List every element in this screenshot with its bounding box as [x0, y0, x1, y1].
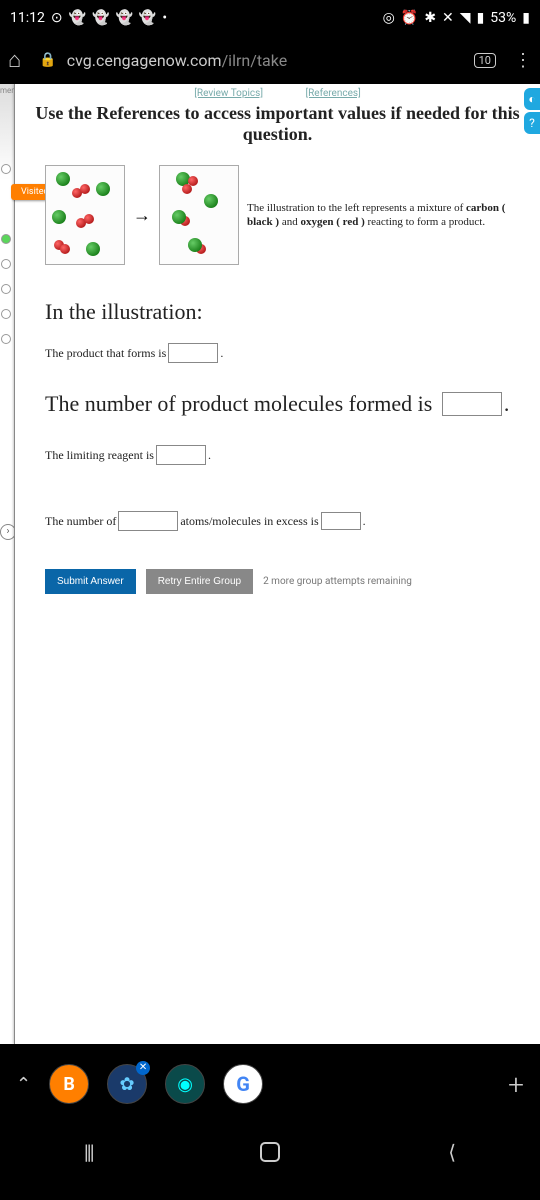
chevron-up-icon[interactable]: ⌃: [16, 1074, 31, 1095]
excess-count-input[interactable]: [321, 512, 361, 530]
status-time: 11:12: [10, 10, 45, 26]
reactants-box: [45, 165, 125, 265]
product-input[interactable]: [168, 343, 218, 363]
side-tools: ◐ ?: [524, 88, 540, 136]
limiting-input[interactable]: [156, 445, 206, 465]
signal-icon: ▮: [477, 10, 485, 26]
battery-icon: ▮: [522, 10, 530, 26]
url-host: cvg.cengagenow.com: [67, 51, 222, 70]
references-link[interactable]: [References]: [305, 88, 360, 99]
snapchat-icon: 👻: [139, 10, 156, 26]
tab-count[interactable]: 10: [474, 53, 496, 68]
notification-icon: ⊙: [51, 10, 63, 26]
recents-button[interactable]: |||: [84, 1140, 93, 1164]
alarm-icon: ⏰: [401, 10, 418, 26]
url-bar[interactable]: cvg.cengagenow.com/ilrn/take: [67, 51, 287, 70]
chat-icon[interactable]: ◐: [524, 88, 540, 110]
excess-species-input[interactable]: [118, 511, 178, 531]
molecule-illustration-row: → The illustration to the left represent…: [15, 155, 540, 285]
question-limiting: The limiting reagent is .: [15, 437, 540, 473]
page-edge-strip: ment: [0, 84, 14, 1044]
add-app-button[interactable]: +: [508, 1068, 524, 1101]
question-excess: The number of atoms/molecules in excess …: [15, 503, 540, 539]
wifi-icon: ◥: [460, 10, 471, 26]
app-google[interactable]: G: [223, 1064, 263, 1104]
back-button[interactable]: ⟨: [448, 1140, 456, 1164]
app-dock: ⌃ B ✿✕ ◉ G +: [0, 1044, 540, 1124]
snapchat-icon: 👻: [115, 10, 132, 26]
top-links: [Review Topics] [References]: [15, 88, 540, 99]
button-row: Submit Answer Retry Entire Group 2 more …: [15, 539, 540, 624]
submit-button[interactable]: Submit Answer: [45, 569, 136, 594]
snapchat-icon: 👻: [92, 10, 109, 26]
battery-text: 53%: [490, 10, 516, 26]
app-settings[interactable]: ◉: [165, 1064, 205, 1104]
close-badge-icon[interactable]: ✕: [136, 1061, 150, 1075]
app-brave[interactable]: B: [49, 1064, 89, 1104]
section-title: In the illustration:: [15, 285, 540, 335]
review-topics-link[interactable]: [Review Topics]: [194, 88, 263, 99]
snapchat-icon: 👻: [69, 10, 86, 26]
attempts-text: 2 more group attempts remaining: [263, 576, 412, 587]
menu-dots-icon[interactable]: ⋮: [514, 50, 532, 71]
bluetooth-icon: ✱: [424, 10, 436, 26]
molecule-caption: The illustration to the left represents …: [247, 201, 520, 230]
count-input[interactable]: [442, 392, 502, 416]
retry-button[interactable]: Retry Entire Group: [146, 569, 253, 594]
instructions-text: Use the References to access important v…: [15, 99, 540, 155]
url-path: /ilrn/take: [222, 51, 288, 70]
products-box: [159, 165, 239, 265]
reaction-arrow-icon: →: [133, 205, 151, 226]
help-icon[interactable]: ?: [524, 112, 540, 134]
page-content: ment › ◐ ? [Review Topics] [References] …: [0, 84, 540, 1044]
app-gallery[interactable]: ✿✕: [107, 1064, 147, 1104]
home-icon[interactable]: ⌂: [8, 47, 21, 73]
home-button[interactable]: [260, 1142, 280, 1162]
system-nav-bar: ||| ⟨: [0, 1124, 540, 1180]
question-count: The number of product molecules formed i…: [15, 371, 540, 437]
nfc-icon: ◎: [383, 10, 395, 26]
status-bar: 11:12 ⊙ 👻 👻 👻 👻 • ◎ ⏰ ✱ ✕ ◥ ▮ 53% ▮: [0, 0, 540, 36]
more-notifications-dot: •: [162, 10, 167, 26]
lock-icon: 🔒: [39, 52, 56, 68]
browser-bar: ⌂ 🔒 cvg.cengagenow.com/ilrn/take 10 ⋮: [0, 36, 540, 84]
vibrate-icon: ✕: [442, 10, 454, 26]
question-product: The product that forms is .: [15, 335, 540, 371]
